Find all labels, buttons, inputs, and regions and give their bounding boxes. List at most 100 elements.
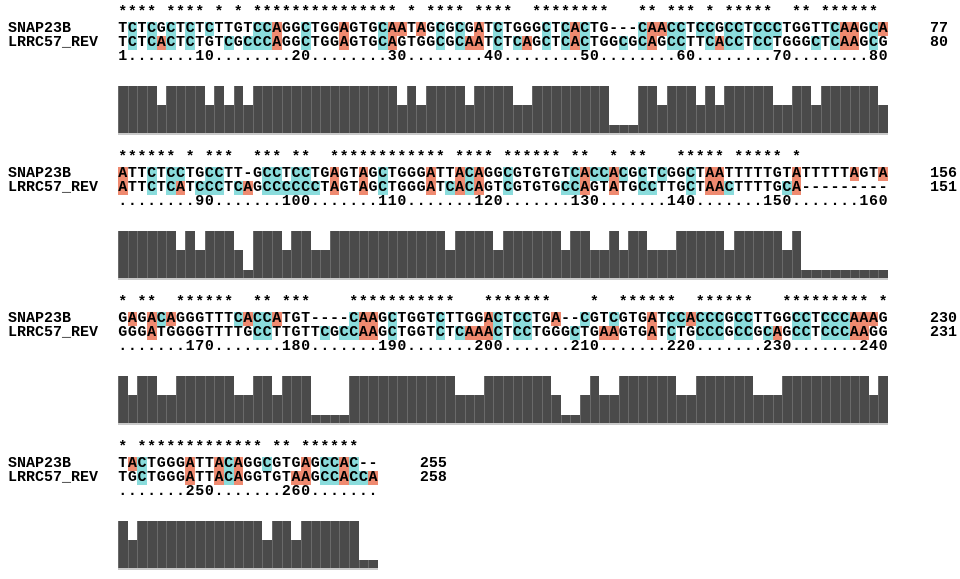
base-cell: T bbox=[724, 165, 734, 182]
base-cell: C bbox=[522, 310, 532, 327]
position-ruler-row-cell: 0 bbox=[301, 338, 311, 355]
base-cell: C bbox=[329, 469, 340, 486]
base-cell: A bbox=[859, 310, 869, 327]
conservation-bar bbox=[281, 86, 292, 133]
conservation-bar bbox=[801, 270, 811, 278]
base-cell: - bbox=[849, 179, 859, 196]
histogram-spacer bbox=[0, 499, 960, 521]
base-cell: G bbox=[185, 324, 195, 341]
conservation-stars-row-cell: * bbox=[301, 439, 311, 456]
conservation-stars-row-cell bbox=[416, 6, 426, 20]
base-cell: C bbox=[146, 179, 157, 196]
conservation-stars-row-cell: * bbox=[734, 149, 744, 166]
base-cell: G bbox=[243, 324, 253, 341]
conservation-bar bbox=[762, 86, 773, 133]
base-cell: C bbox=[762, 20, 773, 37]
position-ruler-row-cell: 0 bbox=[397, 338, 407, 355]
base-cell: A bbox=[339, 469, 349, 486]
base-cell: C bbox=[676, 20, 686, 37]
base-cell: G bbox=[320, 165, 330, 182]
conservation-stars-row-cell: * bbox=[243, 439, 253, 456]
base-cell: C bbox=[839, 310, 850, 327]
base-cell: G bbox=[291, 324, 301, 341]
base-cell: G bbox=[281, 20, 291, 37]
conservation-bar bbox=[291, 86, 301, 133]
base-cell: A bbox=[454, 179, 465, 196]
base-cell: C bbox=[734, 20, 744, 37]
base-cell: C bbox=[839, 324, 850, 341]
conservation-bar bbox=[685, 86, 696, 133]
base-cell: T bbox=[358, 34, 368, 51]
position-ruler-row-cell: . bbox=[320, 48, 330, 65]
conservation-bar bbox=[454, 86, 465, 133]
conservation-bar bbox=[214, 231, 224, 278]
base-cell: T bbox=[445, 324, 455, 341]
base-cell: T bbox=[147, 455, 157, 472]
base-cell: G bbox=[281, 34, 291, 51]
position-ruler-row-cell: . bbox=[378, 48, 388, 65]
base-cell: G bbox=[330, 20, 340, 37]
base-cell: T bbox=[310, 165, 320, 182]
conservation-stars-row-cell: * bbox=[272, 149, 282, 166]
position-ruler-row-cell: . bbox=[512, 338, 522, 355]
conservation-bar bbox=[685, 395, 696, 423]
position-ruler-row-cell: 8 bbox=[291, 338, 301, 355]
conservation-bar bbox=[118, 86, 128, 133]
base-cell: T bbox=[455, 310, 465, 327]
conservation-bar bbox=[522, 105, 532, 133]
conservation-stars-row-cell: * bbox=[830, 294, 840, 311]
base-cell: C bbox=[724, 20, 734, 37]
base-cell: T bbox=[195, 34, 205, 51]
base-cell: G bbox=[253, 455, 263, 472]
conservation-bar bbox=[493, 376, 503, 423]
conservation-stars-row-cell: * bbox=[397, 294, 407, 311]
position-ruler-row-cell: . bbox=[724, 338, 734, 355]
conservation-bar bbox=[454, 395, 465, 423]
base-cell: T bbox=[618, 179, 628, 196]
conservation-stars-row-cell: * bbox=[156, 439, 166, 456]
position-ruler-row-cell: . bbox=[349, 48, 359, 65]
base-cell: C bbox=[820, 324, 831, 341]
base-cell: T bbox=[484, 20, 494, 37]
conservation-stars-row-cell: * bbox=[705, 149, 715, 166]
base-cell: G bbox=[253, 179, 263, 196]
conservation-bar bbox=[368, 376, 378, 423]
conservation-bar bbox=[204, 105, 215, 133]
conservation-stars-row-cell: * bbox=[387, 4, 397, 21]
conservation-stars-row-cell: * bbox=[715, 149, 725, 166]
base-cell: A bbox=[368, 469, 378, 486]
base-cell: T bbox=[686, 20, 696, 37]
position-ruler-row-cell: 0 bbox=[493, 193, 503, 210]
base-cell: C bbox=[666, 324, 677, 341]
position-ruler-row-cell: 9 bbox=[195, 193, 205, 210]
position-ruler-row-cell: 6 bbox=[676, 48, 686, 65]
base-cell: G bbox=[176, 324, 186, 341]
conservation-stars-row-cell: * bbox=[522, 294, 532, 311]
base-cell: C bbox=[320, 324, 330, 341]
base-cell: C bbox=[252, 20, 263, 37]
base-cell: T bbox=[734, 179, 744, 196]
base-cell: C bbox=[714, 310, 725, 327]
base-cell: G bbox=[445, 20, 455, 37]
conservation-stars-row-cell: * bbox=[763, 149, 773, 166]
position-ruler-row-cell: 5 bbox=[580, 48, 590, 65]
position-ruler-row-cell: . bbox=[628, 338, 638, 355]
position-ruler-row-cell: . bbox=[609, 48, 619, 65]
position-ruler-row-cell: . bbox=[272, 48, 282, 65]
base-cell: C bbox=[647, 179, 657, 196]
position-ruler-row-cell: . bbox=[435, 48, 445, 65]
position-ruler-row-cell: 1 bbox=[763, 193, 773, 210]
conservation-stars-row-cell: * bbox=[445, 294, 455, 311]
base-cell: - bbox=[330, 310, 340, 327]
base-cell: - bbox=[561, 310, 571, 327]
position-ruler-row-cell: 0 bbox=[301, 193, 311, 210]
conservation-bar bbox=[156, 105, 167, 133]
conservation-bar bbox=[724, 376, 734, 423]
base-cell: T bbox=[686, 34, 696, 51]
conservation-bar bbox=[743, 86, 754, 133]
conservation-bar bbox=[676, 395, 686, 423]
position-ruler-row-cell: 4 bbox=[676, 193, 686, 210]
position-ruler-row-cell: . bbox=[820, 48, 830, 65]
base-cell: A bbox=[868, 310, 879, 327]
